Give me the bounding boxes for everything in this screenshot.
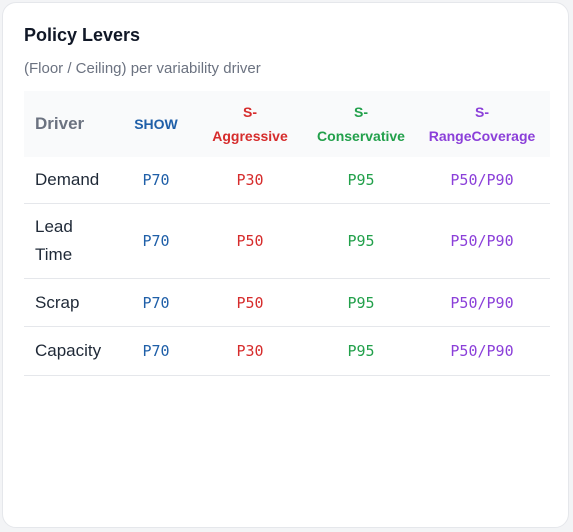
range-coverage-cell: P50/P90 bbox=[414, 157, 550, 204]
column-header-s-aggressive: S- Aggressive bbox=[212, 104, 288, 144]
policy-levers-card: Policy Levers (Floor / Ceiling) per vari… bbox=[2, 2, 569, 528]
table-header-row: Driver SHOW S- Aggressive S- Conservativ… bbox=[24, 91, 550, 157]
table-row: Scrap P70 P50 P95 P50/P90 bbox=[24, 278, 550, 327]
conservative-cell: P95 bbox=[308, 326, 414, 376]
driver-cell: Scrap bbox=[24, 278, 120, 327]
range-coverage-cell: P50/P90 bbox=[414, 326, 550, 376]
column-header-show: SHOW bbox=[134, 116, 178, 132]
table-row: Lead Time P70 P50 P95 P50/P90 bbox=[24, 203, 550, 279]
column-header-s-conservative: S- Conservative bbox=[317, 104, 405, 144]
range-coverage-cell: P50/P90 bbox=[414, 278, 550, 327]
aggressive-cell: P30 bbox=[192, 326, 308, 376]
panel-subtitle: (Floor / Ceiling) per variability driver bbox=[24, 60, 261, 77]
conservative-cell: P95 bbox=[308, 203, 414, 279]
show-cell: P70 bbox=[120, 157, 192, 204]
show-cell: P70 bbox=[120, 203, 192, 279]
show-cell: P70 bbox=[120, 278, 192, 327]
range-coverage-cell: P50/P90 bbox=[414, 203, 550, 279]
table-row: Demand P70 P30 P95 P50/P90 bbox=[24, 157, 550, 204]
policy-levers-table: Driver SHOW S- Aggressive S- Conservativ… bbox=[24, 91, 550, 376]
table-row: Capacity P70 P30 P95 P50/P90 bbox=[24, 326, 550, 376]
panel-title: Policy Levers bbox=[24, 25, 141, 45]
column-header-driver: Driver bbox=[35, 114, 85, 133]
aggressive-cell: P50 bbox=[192, 278, 308, 327]
driver-cell: Capacity bbox=[24, 326, 120, 376]
aggressive-cell: P30 bbox=[192, 157, 308, 204]
show-cell: P70 bbox=[120, 326, 192, 376]
driver-cell: Lead Time bbox=[24, 203, 120, 279]
aggressive-cell: P50 bbox=[192, 203, 308, 279]
conservative-cell: P95 bbox=[308, 157, 414, 204]
driver-cell: Demand bbox=[24, 157, 120, 204]
conservative-cell: P95 bbox=[308, 278, 414, 327]
column-header-s-rangecoverage: S- RangeCoverage bbox=[428, 104, 536, 144]
